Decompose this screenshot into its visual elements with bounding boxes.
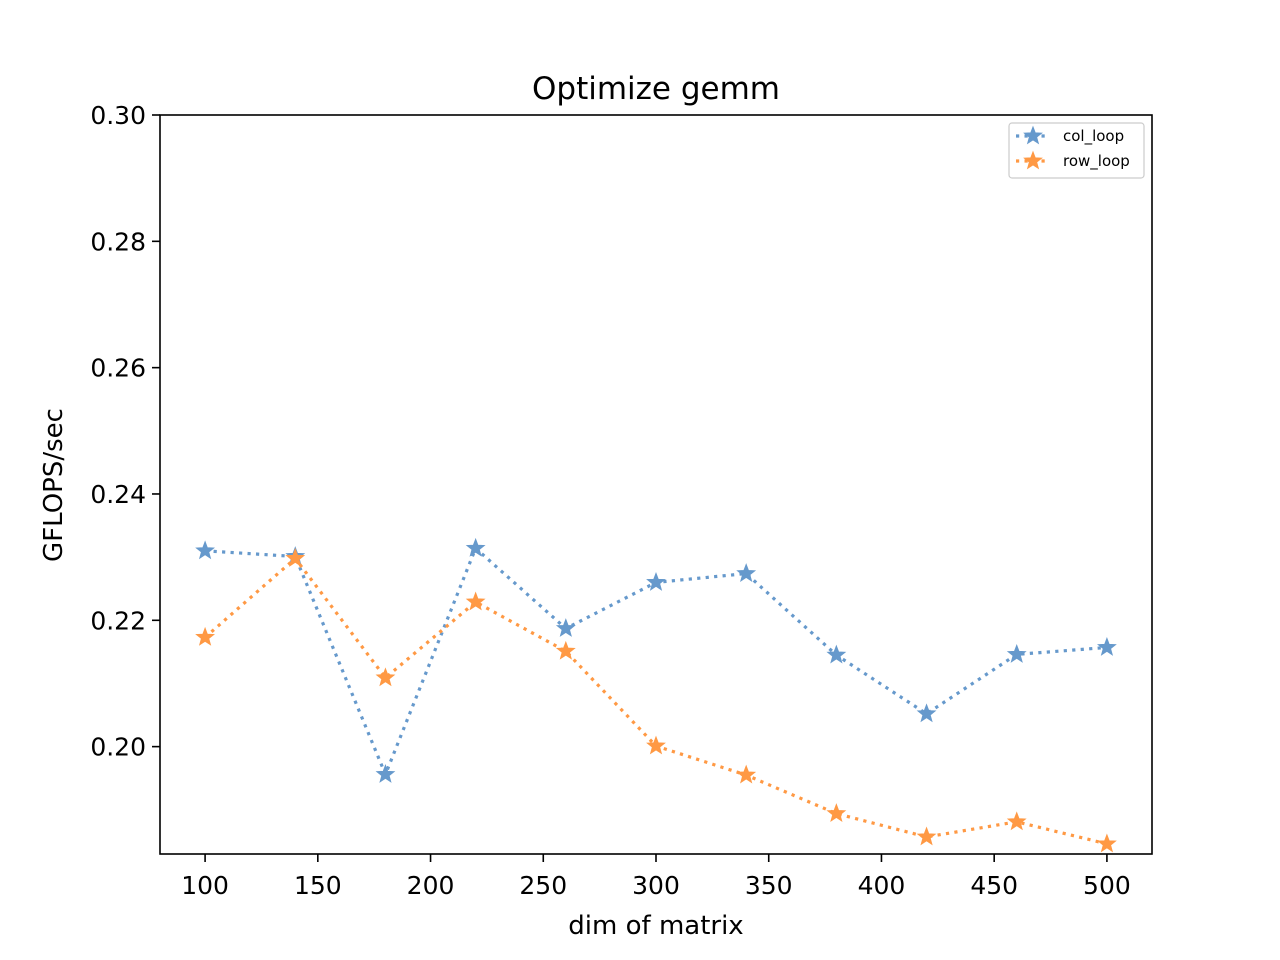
x-tick-label: 250 [519, 871, 567, 900]
plot-frame [159, 114, 1153, 855]
data-point-star [1006, 643, 1027, 663]
legend-star-icon [1023, 150, 1043, 170]
legend-star-icon [1023, 125, 1043, 145]
ticks-layer: 100 150 200 250 300 350 400 450 500 0.20 0.22 0.24 0… [90, 101, 1130, 900]
data-point-star [285, 547, 306, 567]
y-axis-label: GFLOPS/sec [39, 408, 69, 562]
data-point-star [375, 764, 396, 783]
data-point-star [736, 764, 757, 784]
series-line [204, 556, 1108, 846]
data-point-star [646, 571, 666, 591]
x-tick-label: 200 [407, 871, 455, 900]
data-point-star [916, 826, 937, 846]
data-point-star [195, 626, 215, 646]
data-point-star [555, 640, 576, 660]
legend-item-row_loop: row_loop [1016, 150, 1130, 171]
chart-title: Optimize gemm [532, 71, 780, 107]
data-point-star [736, 563, 757, 582]
x-axis-label: dim of matrix [568, 911, 743, 941]
data-point-star [555, 618, 576, 637]
y-tick-label: 0.24 [90, 480, 146, 509]
x-tick-label: 450 [970, 871, 1018, 900]
series-col_loop [195, 537, 1117, 783]
data-point-star [1097, 637, 1117, 656]
legend-label: row_loop [1063, 152, 1130, 171]
x-tick-label: 350 [745, 871, 793, 900]
series-row_loop [195, 547, 1117, 853]
data-point-star [1097, 833, 1117, 853]
data-point-star [826, 644, 847, 664]
legend-label: col_loop [1063, 127, 1124, 146]
data-point-star [465, 591, 486, 611]
x-tick-label: 300 [632, 871, 680, 900]
y-tick-label: 0.30 [90, 101, 146, 130]
data-point-star [1006, 811, 1027, 831]
data-point-star [195, 540, 216, 560]
y-tick-label: 0.22 [90, 606, 146, 635]
data-point-star [375, 667, 396, 687]
data-point-star [826, 803, 847, 823]
x-tick-label: 500 [1083, 871, 1131, 900]
y-tick-label: 0.28 [90, 227, 146, 256]
data-point-star [916, 703, 937, 723]
y-tick-label: 0.20 [90, 733, 146, 762]
series-layer [195, 537, 1117, 853]
y-tick-label: 0.26 [90, 354, 146, 383]
x-tick-label: 400 [858, 871, 906, 900]
data-point-star [646, 735, 666, 755]
x-tick-label: 150 [294, 871, 342, 900]
legend-item-col_loop: col_loop [1016, 125, 1124, 146]
legend: col_loop row_loop [1008, 122, 1145, 179]
x-tick-label: 100 [181, 871, 229, 900]
data-point-star [465, 537, 486, 557]
